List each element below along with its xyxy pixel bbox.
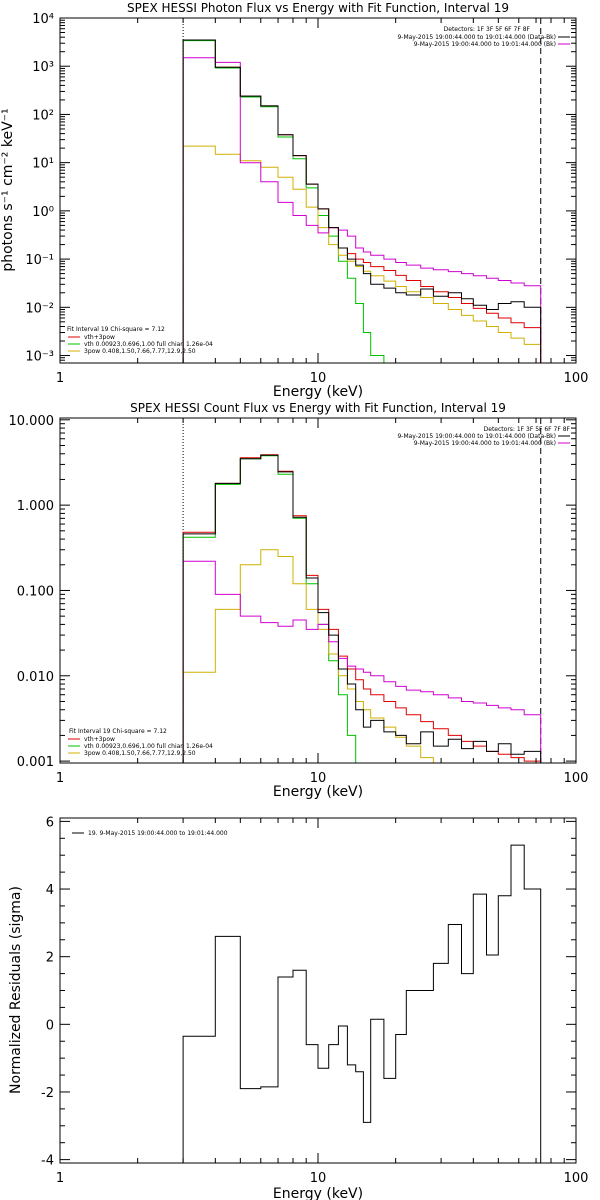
y-tick-label: 10¹ — [32, 157, 54, 172]
x-tick-label: 1 — [56, 771, 64, 786]
y-tick-label: 10³ — [32, 60, 54, 75]
legend-header: Detectors: 1F 3F 5F 6F 7F 8F — [444, 26, 531, 33]
x-axis-label: Energy (keV) — [273, 1186, 363, 1200]
series-line-1 — [182, 455, 542, 763]
y-tick-label: 10⁻² — [25, 301, 54, 316]
series-line-0 — [182, 39, 542, 363]
y-axis-label: photons s⁻¹ cm⁻² keV⁻¹ — [0, 108, 16, 271]
chart-title: SPEX HESSI Count Flux vs Energy with Fit… — [130, 401, 506, 415]
y-tick-label: 1.000 — [17, 499, 54, 514]
y-tick-label: 10⁴ — [32, 12, 54, 27]
count-flux-panel: SPEX HESSI Count Flux vs Energy with Fit… — [9, 401, 589, 800]
legend-header: Fit Interval 19 Chi-square = 7.12 — [69, 728, 167, 735]
x-tick-label: 10 — [310, 371, 327, 386]
legend-bottom: Fit Interval 19 Chi-square = 7.12 vth+3p… — [67, 326, 213, 355]
legend-entry-0: vth+3pow — [84, 334, 115, 341]
series-line-2 — [182, 145, 542, 363]
y-tick-label: 0 — [46, 1018, 54, 1033]
x-tick-label: 100 — [564, 371, 589, 386]
x-axis-label: Energy (keV) — [273, 784, 363, 800]
series-line-0 — [182, 844, 542, 1163]
chart-title: SPEX HESSI Photon Flux vs Energy with Fi… — [127, 1, 509, 15]
y-tick-label: 0.100 — [17, 584, 54, 599]
y-tick-label: 2 — [46, 951, 54, 966]
y-tick-label: 4 — [46, 883, 54, 898]
y-tick-label: 10⁻¹ — [25, 253, 54, 268]
photon-flux-panel: SPEX HESSI Photon Flux vs Energy with Fi… — [0, 1, 589, 400]
y-tick-label: 0.010 — [17, 670, 54, 685]
y-tick-label: 0.001 — [17, 755, 54, 770]
x-tick-label: 100 — [564, 1171, 589, 1186]
legend-entry-2: 3pow 0.408,1.50,7.66,7.77,12.9,2.50 — [84, 348, 196, 355]
legend-top: Detectors: 1F 3F 5F 6F 7F 8F 9-May-2015 … — [397, 426, 570, 447]
x-tick-label: 100 — [564, 771, 589, 786]
legend-entry-1: 9-May-2015 19:00:44.000 to 19:01:44.000 … — [414, 41, 556, 48]
y-axis-label: Normalized Residuals (sigma) — [8, 886, 24, 1094]
legend-header: Detectors: 1F 3F 5F 6F 7F 8F — [484, 426, 571, 433]
residuals-panel: 1 10 100 -4 -2 0 2 4 6 Energy (keV) Normalized R… — [8, 815, 588, 1200]
series-line-0 — [182, 454, 542, 763]
legend-top: 19. 9-May-2015 19:00:44.000 to 19:01:44.… — [72, 830, 228, 837]
series-line-1 — [182, 40, 542, 363]
legend-entry-0: 9-May-2015 19:00:44.000 to 19:01:44.000 … — [397, 34, 556, 41]
series-line-2 — [182, 549, 542, 763]
y-tick-label: 10⁻³ — [25, 350, 54, 365]
legend-bottom: Fit Interval 19 Chi-square = 7.12 vth+3p… — [68, 728, 213, 757]
plot-frame — [59, 817, 577, 1164]
legend-entry-0: vth+3pow — [84, 736, 115, 743]
legend-entry-1: vth 0.00923,0.696,1.00 full chian 1.26e-… — [84, 341, 213, 348]
y-tick-label: 10.000 — [9, 414, 55, 429]
y-tick-label: 10² — [32, 108, 54, 123]
legend-entry-1: vth 0.00923,0.696,1.00 full chian 1.26e-… — [84, 743, 213, 750]
y-tick-label: -2 — [41, 1086, 54, 1101]
series-line-4 — [182, 39, 542, 363]
series-line-4 — [182, 454, 542, 763]
series-line-3 — [182, 560, 542, 763]
legend-entry-2: 3pow 0.408,1.50,7.66,7.77,12.9,2.50 — [84, 750, 196, 757]
x-tick-label: 10 — [310, 1171, 327, 1186]
y-tick-label: -4 — [41, 1154, 54, 1169]
legend-entry-1: 9-May-2015 19:00:44.000 to 19:01:44.000 … — [414, 440, 556, 447]
x-tick-label: 10 — [310, 771, 327, 786]
x-axis-label: Energy (keV) — [273, 384, 363, 400]
y-tick-label: 10⁰ — [32, 205, 54, 220]
legend-entry-0: 19. 9-May-2015 19:00:44.000 to 19:01:44.… — [88, 830, 228, 837]
y-tick-label: 6 — [46, 815, 54, 830]
legend-header: Fit Interval 19 Chi-square = 7.12 — [67, 326, 165, 333]
x-tick-label: 1 — [56, 1171, 64, 1186]
legend-top: Detectors: 1F 3F 5F 6F 7F 8F 9-May-2015 … — [397, 26, 570, 48]
series-line-3 — [182, 57, 542, 363]
legend-entry-0: 9-May-2015 19:00:44.000 to 19:01:44.000 … — [397, 433, 556, 440]
x-tick-label: 1 — [56, 371, 64, 386]
